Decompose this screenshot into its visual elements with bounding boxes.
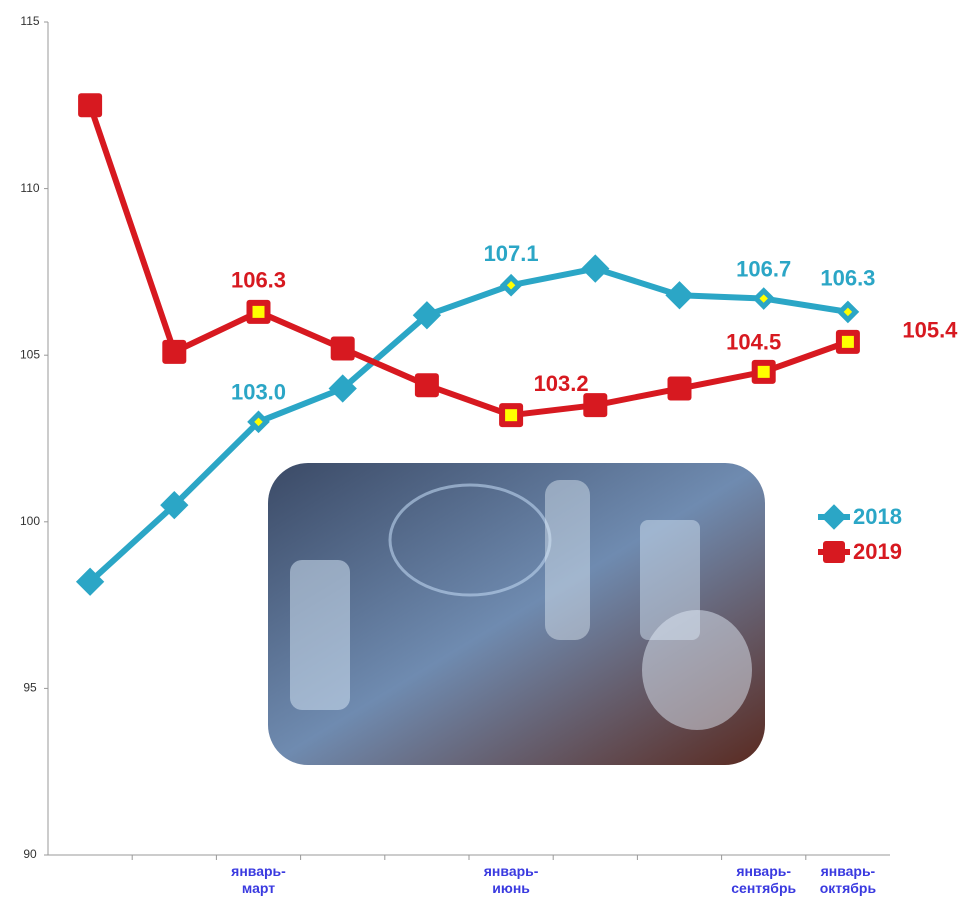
marker xyxy=(821,504,847,530)
photo-detail xyxy=(290,560,350,710)
marker xyxy=(78,93,103,118)
point xyxy=(499,403,524,428)
data-label: 106.7 xyxy=(736,256,791,281)
marker xyxy=(75,567,105,596)
data-label: 107.1 xyxy=(484,241,539,266)
marker xyxy=(581,254,610,283)
point xyxy=(330,336,355,361)
point xyxy=(836,300,860,324)
data-label: 104.5 xyxy=(726,330,781,355)
point xyxy=(581,254,610,283)
point xyxy=(821,504,847,530)
legend-label: 2019 xyxy=(853,539,902,564)
point xyxy=(78,93,103,118)
marker-center xyxy=(254,417,263,427)
photo-detail xyxy=(640,520,700,640)
marker-center xyxy=(757,365,770,378)
marker xyxy=(414,373,439,398)
marker xyxy=(412,301,442,330)
x-tick-label: январь-июнь xyxy=(483,863,539,896)
photo-detail xyxy=(642,610,752,730)
marker-center xyxy=(841,335,854,348)
series-line xyxy=(88,265,849,584)
point xyxy=(583,393,608,418)
y-tick-label: 105 xyxy=(20,347,40,361)
point xyxy=(823,541,845,563)
y-tick-label: 95 xyxy=(23,681,37,695)
data-label: 103.2 xyxy=(534,371,589,396)
photo-detail xyxy=(545,480,590,640)
point xyxy=(665,281,694,310)
data-label: 106.3 xyxy=(820,266,875,291)
point xyxy=(328,374,357,403)
y-tick-label: 110 xyxy=(20,181,39,195)
y-tick-label: 115 xyxy=(20,14,39,28)
y-tick-label: 90 xyxy=(23,847,37,861)
data-label: 105.4 xyxy=(902,318,958,343)
data-label: 106.3 xyxy=(231,268,286,293)
point xyxy=(75,567,105,596)
point xyxy=(499,273,523,297)
point xyxy=(162,339,187,364)
marker xyxy=(583,393,608,418)
marker-center xyxy=(505,409,518,422)
marker xyxy=(823,541,845,563)
point xyxy=(412,301,442,330)
point xyxy=(414,373,439,398)
marker-center xyxy=(759,294,768,303)
x-tick-label: январь-октябрь xyxy=(819,863,877,896)
series-line xyxy=(87,104,849,419)
data-label: 103.0 xyxy=(231,380,286,405)
photo-detail xyxy=(388,483,552,597)
point xyxy=(752,287,776,310)
legend-label: 2018 xyxy=(853,504,902,529)
marker-center xyxy=(252,305,265,318)
point xyxy=(835,329,860,354)
y-tick-label: 100 xyxy=(20,514,40,528)
point xyxy=(246,299,271,324)
marker-center xyxy=(843,307,853,317)
point xyxy=(667,376,692,401)
x-tick-label: январь-март xyxy=(231,863,286,896)
marker xyxy=(330,336,355,361)
marker xyxy=(162,339,187,364)
x-tick-label: январь-сентябрь xyxy=(731,863,797,896)
marker xyxy=(665,281,694,310)
marker xyxy=(328,374,357,403)
point xyxy=(751,359,776,384)
marker-center xyxy=(506,280,516,290)
marker xyxy=(667,376,692,401)
